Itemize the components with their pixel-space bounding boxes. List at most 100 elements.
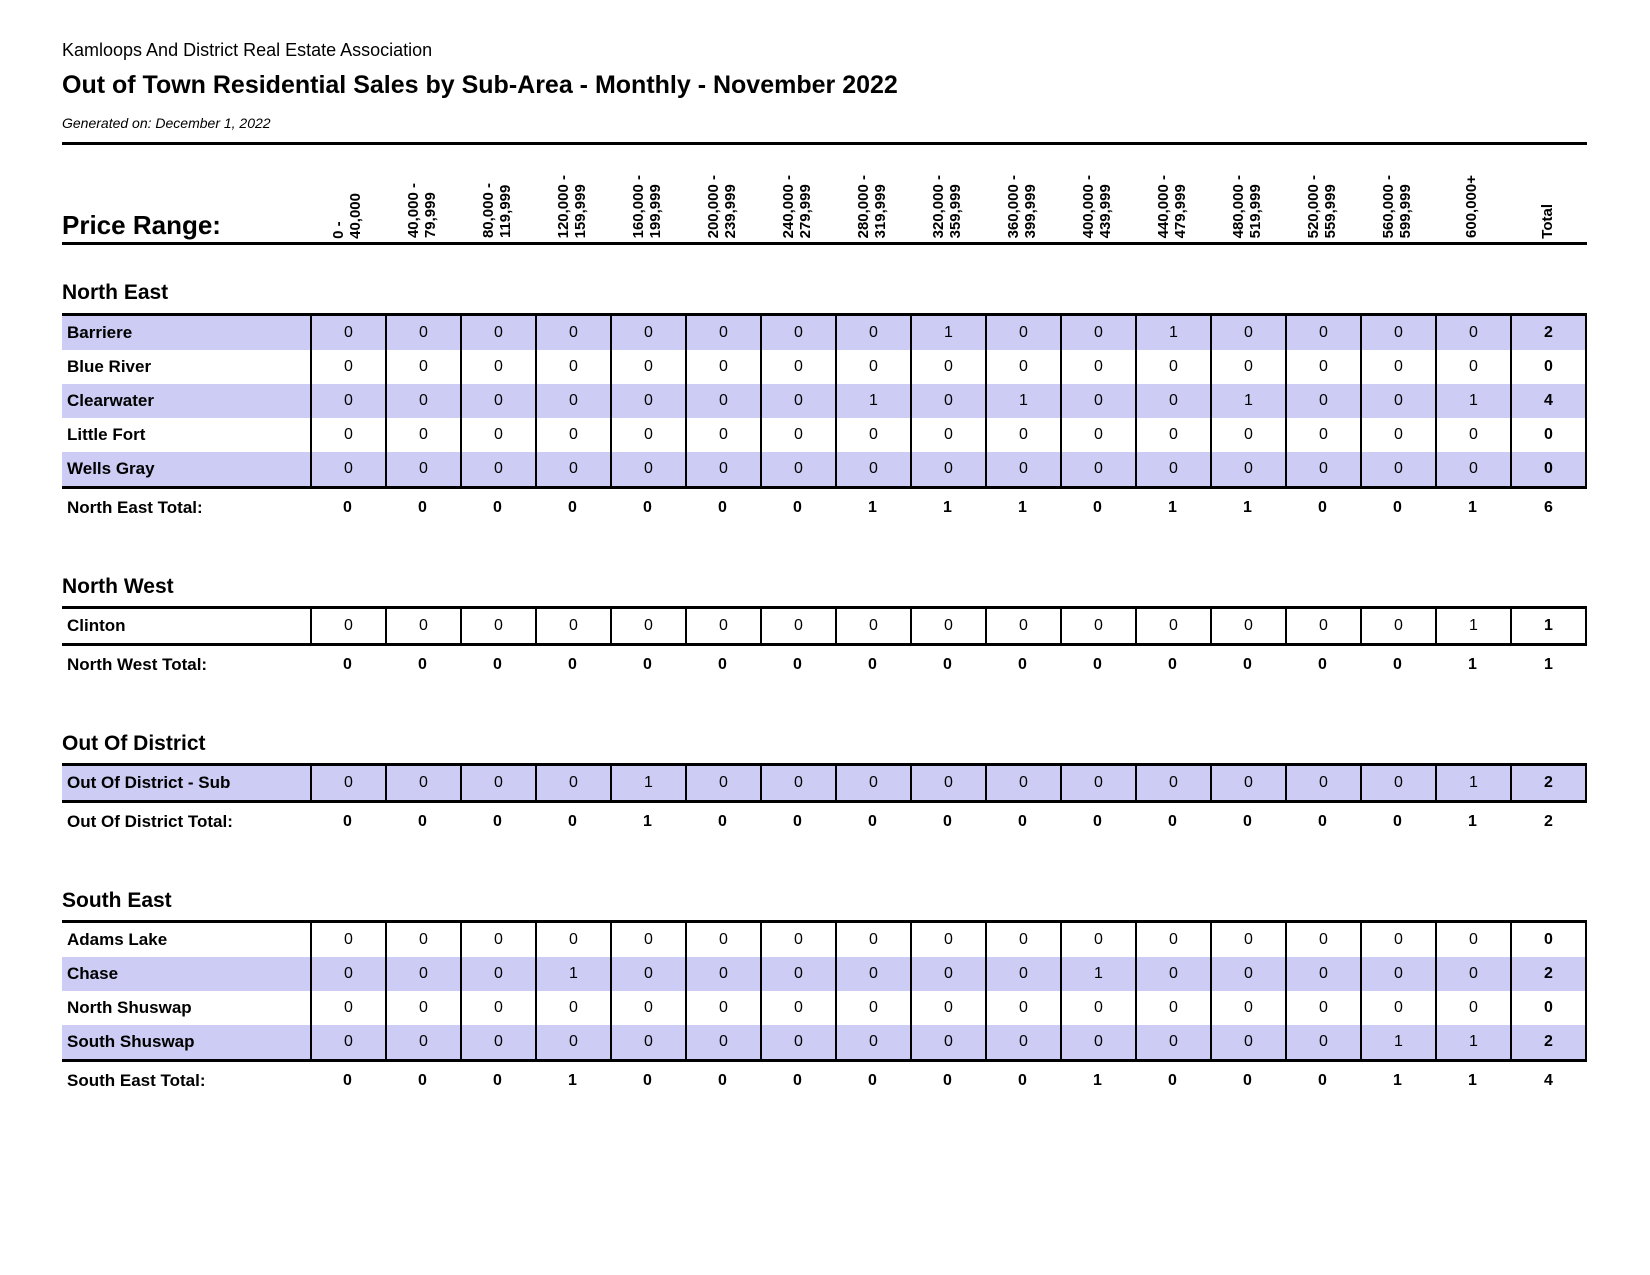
section-total-row: North East Total: 0 0 0 0 0 0 0 1 1 1 0 1 1 0 0 1 6 (62, 489, 1587, 527)
value-cell: 1 (1435, 608, 1510, 643)
section-total-value-cell: 0 (343, 812, 352, 830)
value-cell: 0 (1060, 765, 1135, 800)
row-label: Wells Gray (67, 458, 155, 478)
table-row: South Shuswap 0 0 0 0 0 0 0 0 0 0 0 0 0 0 1 1 2 (62, 1024, 1587, 1059)
value-cell: 0 (985, 956, 1060, 991)
value-cell: 0 (1435, 417, 1510, 452)
section-total-value-cell: 0 (718, 498, 727, 516)
value-cell: 0 (760, 765, 835, 800)
value-cell: 0 (610, 1024, 685, 1059)
column-header-text: 160,000 - 199,999 (629, 175, 664, 239)
column-header: 40,000 - 79,999 (385, 145, 460, 242)
section-total-label: North East Total: (67, 497, 203, 517)
value-cell: 0 (385, 990, 460, 1025)
value-cell: 0 (1135, 417, 1210, 452)
value-cell: 0 (535, 765, 610, 800)
value-cell: 0 (310, 315, 385, 350)
value-cell: 0 (910, 922, 985, 957)
value-cell: 0 (310, 990, 385, 1025)
section-total-value-cell: 0 (418, 812, 427, 830)
row-label: Clinton (67, 615, 126, 635)
value-cell: 1 (1135, 315, 1210, 350)
section-total-value-cell: 0 (1393, 655, 1402, 673)
value-cell: 0 (760, 1024, 835, 1059)
value-cell: 0 (835, 1024, 910, 1059)
value-cell: 0 (1060, 922, 1135, 957)
column-header: 120,000 - 159,999 (535, 145, 610, 242)
value-cell: 1 (1435, 383, 1510, 418)
value-cell: 0 (385, 417, 460, 452)
value-cell: 0 (1210, 315, 1285, 350)
value-cell: 0 (535, 608, 610, 643)
column-header-text: 120,000 - 159,999 (554, 175, 589, 239)
value-cell: 0 (985, 765, 1060, 800)
row-total-cell: 2 (1510, 315, 1587, 350)
table-row: Wells Gray 0 0 0 0 0 0 0 0 0 0 0 0 0 0 0 0 0 (62, 451, 1587, 486)
section-total-value-cell: 0 (1018, 812, 1027, 830)
column-header-text: 520,000 - 559,999 (1304, 175, 1339, 239)
section-total-value-cell: 0 (718, 812, 727, 830)
section-total-label: North West Total: (67, 654, 208, 674)
value-cell: 0 (385, 922, 460, 957)
value-cell: 0 (835, 315, 910, 350)
section-total-value-cell: 0 (1243, 812, 1252, 830)
value-cell: 0 (985, 990, 1060, 1025)
table-row: Clinton 0 0 0 0 0 0 0 0 0 0 0 0 0 0 0 1 1 (62, 608, 1587, 643)
section-total-value-cell: 0 (1393, 812, 1402, 830)
row-label: Clearwater (67, 390, 154, 410)
column-header: 280,000 - 319,999 (835, 145, 910, 242)
table-row: Out Of District - Sub 0 0 0 0 1 0 0 0 0 0 0 0 0 0 0 1 2 (62, 765, 1587, 800)
value-cell: 0 (1135, 349, 1210, 384)
row-total-cell: 0 (1510, 417, 1587, 452)
value-cell: 0 (910, 990, 985, 1025)
column-header-text: 240,000 - 279,999 (779, 175, 814, 239)
value-cell: 0 (460, 765, 535, 800)
value-cell: 0 (1285, 451, 1360, 486)
column-header-text: 480,000 - 519,999 (1229, 175, 1264, 239)
section-title: South East (62, 888, 172, 912)
section-total-value-cell: 0 (493, 812, 502, 830)
section-total-label: South East Total: (67, 1070, 206, 1090)
value-cell: 0 (460, 922, 535, 957)
report-title: Out of Town Residential Sales by Sub-Are… (62, 70, 898, 99)
column-header: 320,000 - 359,999 (910, 145, 985, 242)
value-cell: 0 (1060, 451, 1135, 486)
column-header-text: 40,000 - 79,999 (404, 183, 439, 239)
value-cell: 0 (1285, 922, 1360, 957)
value-cell: 0 (535, 315, 610, 350)
value-cell: 0 (910, 765, 985, 800)
section-title: North East (62, 281, 169, 305)
value-cell: 0 (1435, 315, 1510, 350)
section-total-value-cell: 0 (643, 498, 652, 516)
value-cell: 0 (985, 349, 1060, 384)
section-total-value-cell: 1 (1243, 498, 1252, 516)
value-cell: 0 (460, 383, 535, 418)
value-cell: 0 (535, 451, 610, 486)
value-cell: 0 (910, 451, 985, 486)
value-cell: 0 (985, 608, 1060, 643)
value-cell: 0 (910, 1024, 985, 1059)
column-header-text: 80,000 - 119,999 (479, 183, 514, 239)
value-cell: 0 (310, 349, 385, 384)
section-total-label: Out Of District Total: (67, 811, 233, 831)
section-total-value-cell: 1 (1168, 498, 1177, 516)
section-total-value-cell: 1 (1018, 498, 1027, 516)
value-cell: 0 (1210, 451, 1285, 486)
value-cell: 0 (535, 383, 610, 418)
value-cell: 0 (1360, 349, 1435, 384)
value-cell: 0 (1060, 608, 1135, 643)
section-total-value-cell: 1 (1468, 655, 1477, 673)
value-cell: 0 (1360, 417, 1435, 452)
value-cell: 0 (610, 451, 685, 486)
value-cell: 0 (685, 922, 760, 957)
value-cell: 0 (1285, 349, 1360, 384)
value-cell: 0 (1060, 383, 1135, 418)
section-total-value-cell: 0 (943, 1071, 952, 1089)
section-total-value-cell: 0 (493, 498, 502, 516)
column-header: 240,000 - 279,999 (760, 145, 835, 242)
value-cell: 0 (460, 1024, 535, 1059)
column-header-text: 280,000 - 319,999 (854, 175, 889, 239)
value-cell: 1 (610, 765, 685, 800)
row-total-cell: 2 (1510, 765, 1587, 800)
value-cell: 0 (1210, 1024, 1285, 1059)
